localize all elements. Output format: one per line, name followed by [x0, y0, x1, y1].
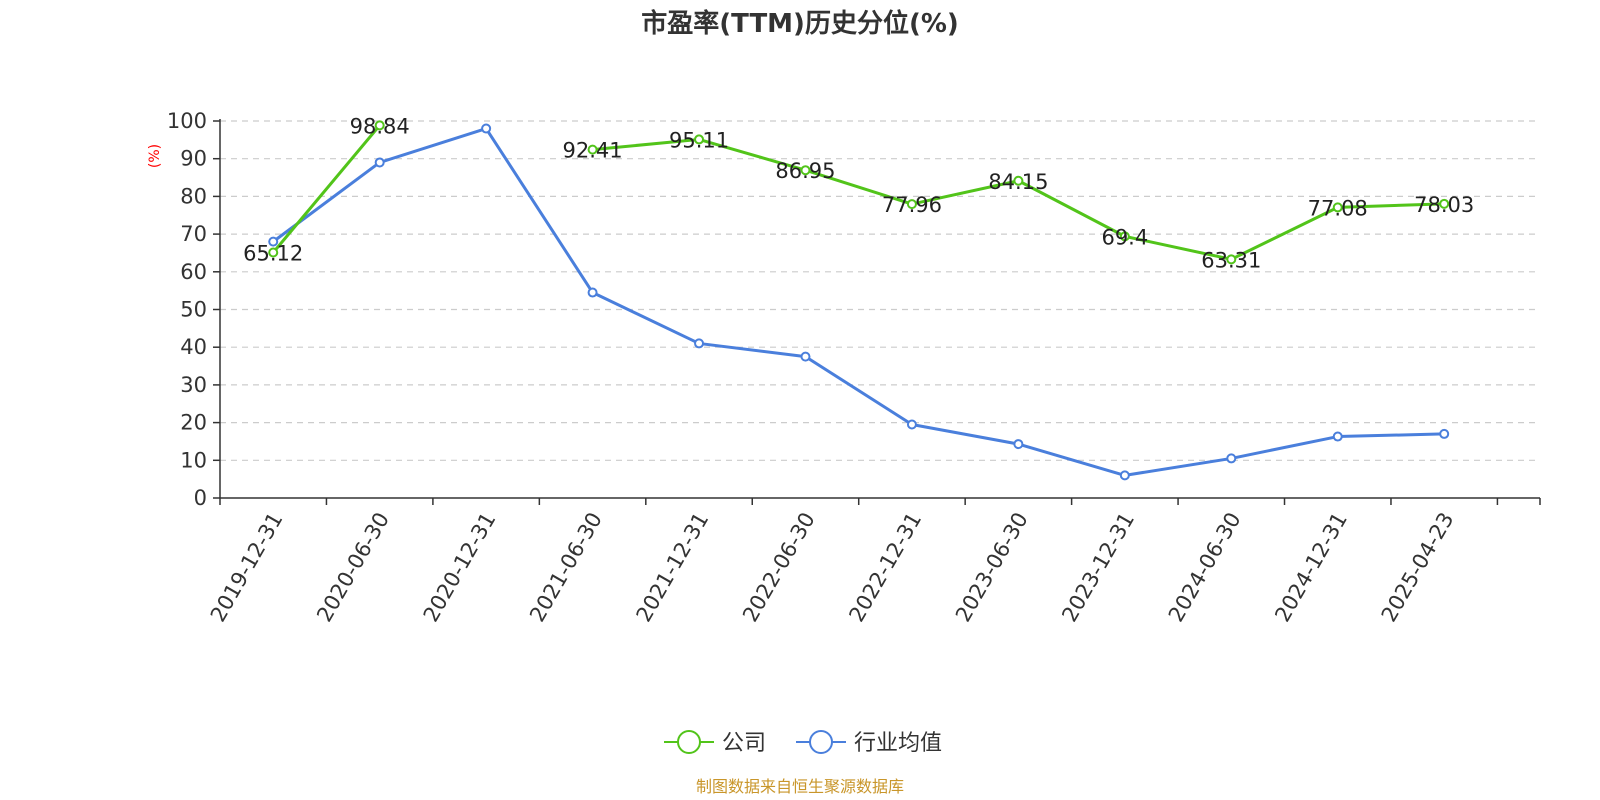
data-label-10: 77.08	[1308, 196, 1368, 220]
x-tick-label-2019-12-31: 2019-12-31	[206, 508, 288, 626]
data-point-0-5	[800, 165, 811, 176]
y-tick-label-80: 80	[180, 184, 207, 208]
data-point-0-6	[906, 199, 917, 210]
y-tick-label-70: 70	[180, 222, 207, 246]
series-points	[268, 120, 1450, 481]
data-point-0-0	[268, 247, 279, 258]
x-tick-label-2020-06-30: 2020-06-30	[312, 508, 394, 626]
y-tick-label-20: 20	[180, 411, 207, 435]
legend-swatch-marker-0	[677, 730, 701, 754]
y-tick-label-40: 40	[180, 335, 207, 359]
x-tick-label-2024-12-31: 2024-12-31	[1270, 508, 1352, 626]
x-tick-label-2024-06-30: 2024-06-30	[1164, 508, 1246, 626]
data-label-0: 65.12	[243, 241, 303, 265]
legend-item-0[interactable]: 公司	[664, 730, 766, 756]
data-point-1-10	[1332, 431, 1343, 442]
data-point-0-10	[1332, 202, 1343, 213]
x-tick-label-2020-12-31: 2020-12-31	[419, 508, 501, 626]
data-label-11: 78.03	[1414, 193, 1474, 217]
data-source-note: 制图数据来自恒生聚源数据库	[696, 777, 904, 796]
data-point-1-5	[800, 351, 811, 362]
data-point-0-4	[694, 134, 705, 145]
x-tick-label-2023-12-31: 2023-12-31	[1057, 508, 1139, 626]
data-point-1-7	[1013, 439, 1024, 450]
data-point-1-0	[268, 236, 279, 247]
x-tick-label-2022-12-31: 2022-12-31	[844, 508, 926, 626]
data-point-0-7	[1013, 175, 1024, 186]
data-label-3: 92.41	[563, 139, 623, 163]
x-tick-label-2021-06-30: 2021-06-30	[525, 508, 607, 626]
series-line-0	[272, 124, 1445, 261]
data-point-0-3	[587, 144, 598, 155]
y-axis-unit: (%)	[147, 144, 163, 168]
y-tick-label-100: 100	[167, 109, 207, 133]
data-point-0-9	[1226, 254, 1237, 265]
y-tick-label-0: 0	[194, 486, 207, 510]
grid-lines	[220, 120, 1540, 461]
data-label-1: 98.84	[350, 114, 410, 138]
series-line-1	[272, 127, 1445, 477]
y-tick-label-60: 60	[180, 260, 207, 284]
data-label-9: 63.31	[1201, 248, 1261, 272]
y-tick-label-10: 10	[180, 448, 207, 472]
data-label-8: 69.4	[1101, 225, 1148, 249]
data-point-1-8	[1119, 470, 1130, 481]
data-point-0-8	[1119, 231, 1130, 242]
data-point-1-4	[694, 338, 705, 349]
data-label-7: 84.15	[988, 170, 1048, 194]
data-point-1-6	[906, 419, 917, 430]
legend-label-0: 公司	[722, 731, 766, 756]
legend-swatch-marker-1	[809, 730, 833, 754]
data-labels: 65.12 98.84 92.41 95.11 86.95 77.96 84.15 69.4 6…	[243, 114, 1474, 272]
data-point-1-2	[481, 123, 492, 134]
legend-item-1[interactable]: 行业均值	[796, 730, 942, 756]
data-label-6: 77.96	[882, 193, 942, 217]
y-tick-label-30: 30	[180, 373, 207, 397]
x-tick-label-2025-04-23: 2025-04-23	[1377, 508, 1459, 626]
legend-label-1: 行业均值	[854, 731, 942, 756]
data-point-1-3	[587, 287, 598, 298]
data-point-1-11	[1439, 428, 1450, 439]
data-point-1-9	[1226, 453, 1237, 464]
data-label-4: 95.11	[669, 128, 729, 152]
data-point-1-1	[374, 157, 385, 168]
y-tick-label-90: 90	[180, 147, 207, 171]
x-tick-label-2023-06-30: 2023-06-30	[951, 508, 1033, 626]
x-tick-label-2022-06-30: 2022-06-30	[738, 508, 820, 626]
legend[interactable]: 公司 行业均值	[664, 730, 942, 756]
chart-title: 市盈率(TTM)历史分位(%)	[641, 8, 959, 39]
y-tick-label-50: 50	[180, 298, 207, 322]
data-label-5: 86.95	[775, 159, 835, 183]
x-tick-label-2021-12-31: 2021-12-31	[632, 508, 714, 626]
data-point-0-11	[1439, 198, 1450, 209]
data-point-0-1	[374, 120, 385, 131]
